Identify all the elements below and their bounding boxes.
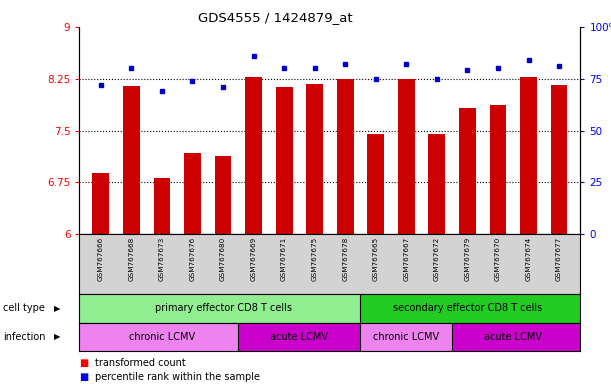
Text: GSM767679: GSM767679	[464, 237, 470, 281]
Text: transformed count: transformed count	[95, 358, 186, 368]
Bar	[79, 323, 238, 351]
Text: GSM767677: GSM767677	[556, 237, 562, 281]
Text: GSM767675: GSM767675	[312, 237, 318, 281]
Text: GSM767665: GSM767665	[373, 237, 379, 281]
Text: GSM767676: GSM767676	[189, 237, 196, 281]
Bar	[459, 108, 476, 234]
Text: GSM767667: GSM767667	[403, 237, 409, 281]
Text: GSM767671: GSM767671	[281, 237, 287, 281]
Bar	[489, 105, 507, 234]
Text: secondary effector CD8 T cells: secondary effector CD8 T cells	[393, 303, 542, 313]
Bar	[214, 156, 232, 234]
Bar	[123, 86, 140, 234]
Bar	[238, 323, 360, 351]
Bar	[398, 79, 415, 234]
Text: acute LCMV: acute LCMV	[271, 332, 328, 342]
Bar	[337, 79, 354, 234]
Text: GSM767668: GSM767668	[128, 237, 134, 281]
Bar	[153, 177, 170, 234]
Bar	[276, 87, 293, 234]
Text: chronic LCMV: chronic LCMV	[373, 332, 439, 342]
Bar	[520, 77, 537, 234]
Text: ▶: ▶	[54, 333, 60, 341]
Text: infection: infection	[3, 332, 46, 342]
Text: cell type: cell type	[3, 303, 45, 313]
Bar	[245, 77, 262, 234]
Text: acute LCMV: acute LCMV	[485, 332, 542, 342]
Text: GDS4555 / 1424879_at: GDS4555 / 1424879_at	[197, 12, 353, 25]
Text: GSM767674: GSM767674	[525, 237, 532, 281]
Text: GSM767670: GSM767670	[495, 237, 501, 281]
Bar	[360, 323, 452, 351]
Bar	[452, 323, 580, 351]
Bar	[184, 153, 201, 234]
Bar	[428, 134, 445, 234]
Text: GSM767672: GSM767672	[434, 237, 440, 281]
Bar	[306, 84, 323, 234]
Text: GSM767673: GSM767673	[159, 237, 165, 281]
Text: ■: ■	[79, 358, 89, 368]
Bar	[92, 174, 109, 234]
Bar	[551, 85, 568, 234]
Text: ■: ■	[79, 372, 89, 382]
Text: ▶: ▶	[54, 304, 60, 313]
Text: percentile rank within the sample: percentile rank within the sample	[95, 372, 260, 382]
Text: chronic LCMV: chronic LCMV	[129, 332, 195, 342]
Text: GSM767669: GSM767669	[251, 237, 257, 281]
Text: GSM767666: GSM767666	[98, 237, 104, 281]
Text: GSM767680: GSM767680	[220, 237, 226, 281]
Text: GSM767678: GSM767678	[342, 237, 348, 281]
Bar	[79, 294, 360, 323]
Text: primary effector CD8 T cells: primary effector CD8 T cells	[155, 303, 291, 313]
Bar	[367, 134, 384, 234]
Bar	[360, 294, 580, 323]
